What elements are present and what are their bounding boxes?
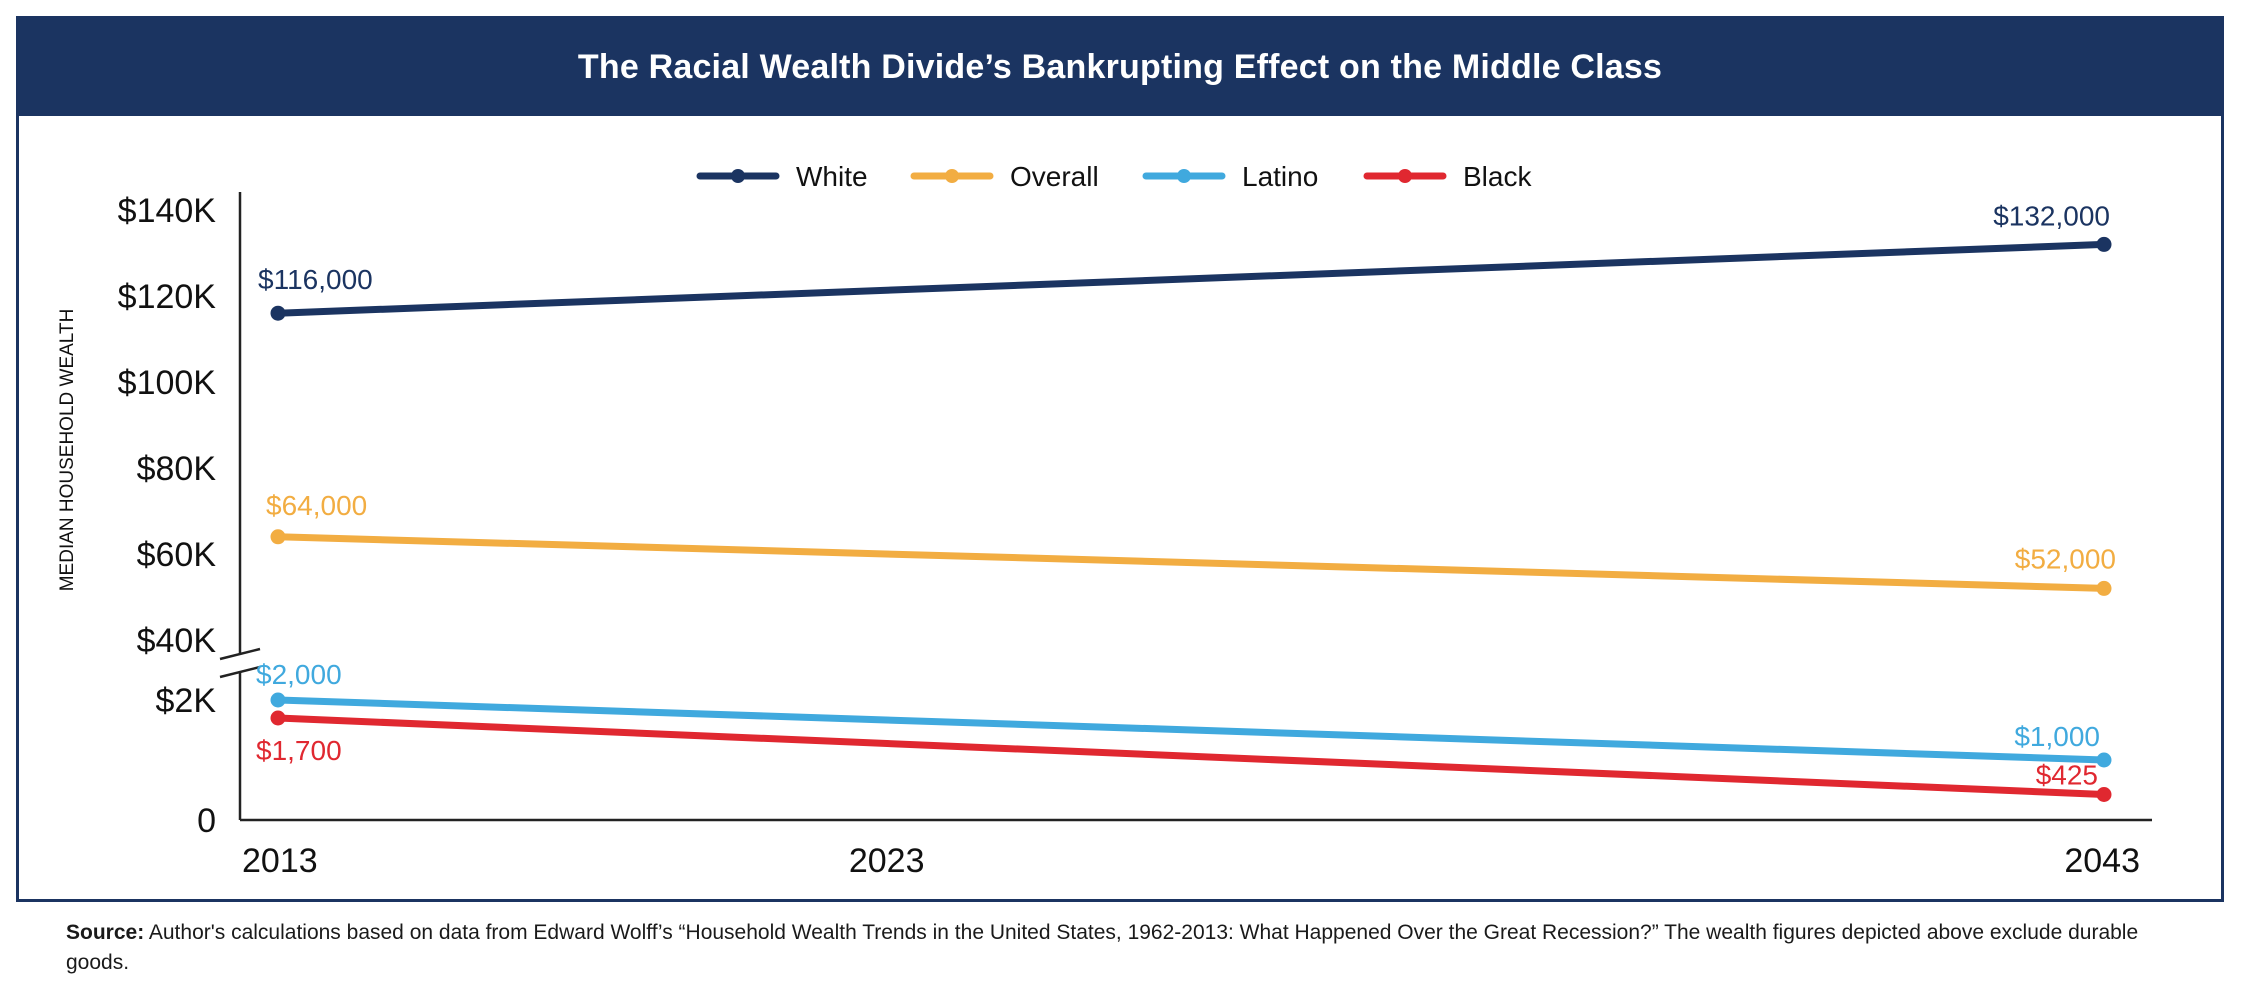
y-tick-label: 0 (197, 802, 216, 840)
axis-break-gap (234, 655, 246, 671)
source-label: Source: (66, 921, 145, 944)
data-label-overall: $52,000 (2015, 543, 2116, 574)
data-point-overall (2096, 580, 2112, 596)
data-point-latino (270, 692, 286, 708)
line-chart: 0 $2K $40K $60K $80K $100K $120K $140K 2013 2023 2… (57, 161, 2152, 880)
title-banner: The Racial Wealth Divide’s Bankrupting E… (19, 19, 2221, 116)
y-tick-label: $40K (137, 622, 217, 660)
y-tick-label: $80K (137, 450, 217, 488)
data-point-overall (270, 529, 286, 545)
data-label-white: $132,000 (1993, 200, 2110, 231)
legend-label-black: Black (1463, 161, 1532, 192)
y-axis-title: MEDIAN HOUSEHOLD WEALTH (57, 309, 78, 592)
y-tick-label: $2K (156, 682, 217, 720)
legend-marker-white (731, 169, 745, 183)
axes: 0 $2K $40K $60K $80K $100K $120K $140K 2013 2023 2… (57, 192, 2152, 880)
data-label-latino: $1,000 (2014, 721, 2100, 752)
legend-label-latino: Latino (1242, 161, 1318, 192)
chart-title: The Racial Wealth Divide’s Bankrupting E… (577, 48, 1663, 86)
data-label-black: $1,700 (256, 735, 342, 766)
source-note: Source: Author's calculations based on d… (66, 918, 2196, 978)
series-white: $116,000 $132,000 (258, 200, 2112, 321)
y-tick-label: $60K (137, 536, 217, 574)
legend: White Overall Latino Black (696, 161, 1532, 192)
legend-label-white: White (796, 161, 868, 192)
series-overall: $64,000 $52,000 (266, 490, 2116, 596)
data-point-black (2096, 787, 2112, 802)
data-point-latino (2096, 752, 2112, 768)
data-label-overall: $64,000 (266, 490, 367, 521)
data-point-white (2096, 236, 2112, 252)
y-tick-label: $100K (118, 364, 217, 402)
series-layer: $116,000 $132,000 $64,000 $52,000 $2,000 $1,0… (256, 200, 2116, 802)
y-tick-label: $120K (118, 278, 217, 316)
data-point-black (270, 710, 286, 726)
data-label-black: $425 (2036, 760, 2098, 791)
series-line-overall (274, 533, 2108, 592)
x-tick-label: 2043 (2064, 842, 2140, 880)
source-text: Author's calculations based on data from… (66, 921, 2139, 974)
data-label-white: $116,000 (258, 264, 373, 295)
legend-marker-black (1398, 169, 1412, 183)
legend-label-overall: Overall (1010, 161, 1099, 192)
axis-break-mark (219, 665, 261, 679)
data-point-white (270, 305, 286, 321)
series-latino: $2,000 $1,000 (256, 659, 2112, 768)
axis-break-mark (219, 647, 261, 661)
data-label-latino: $2,000 (256, 659, 342, 690)
series-line-white (274, 240, 2108, 317)
series-black: $1,700 $425 (256, 710, 2112, 802)
x-tick-label: 2023 (849, 842, 925, 880)
legend-marker-overall (945, 169, 959, 183)
series-line-latino (274, 696, 2108, 764)
legend-marker-latino (1177, 169, 1191, 183)
series-line-black (274, 714, 2108, 798)
y-tick-label: $140K (118, 192, 217, 230)
x-tick-label: 2013 (242, 842, 318, 880)
